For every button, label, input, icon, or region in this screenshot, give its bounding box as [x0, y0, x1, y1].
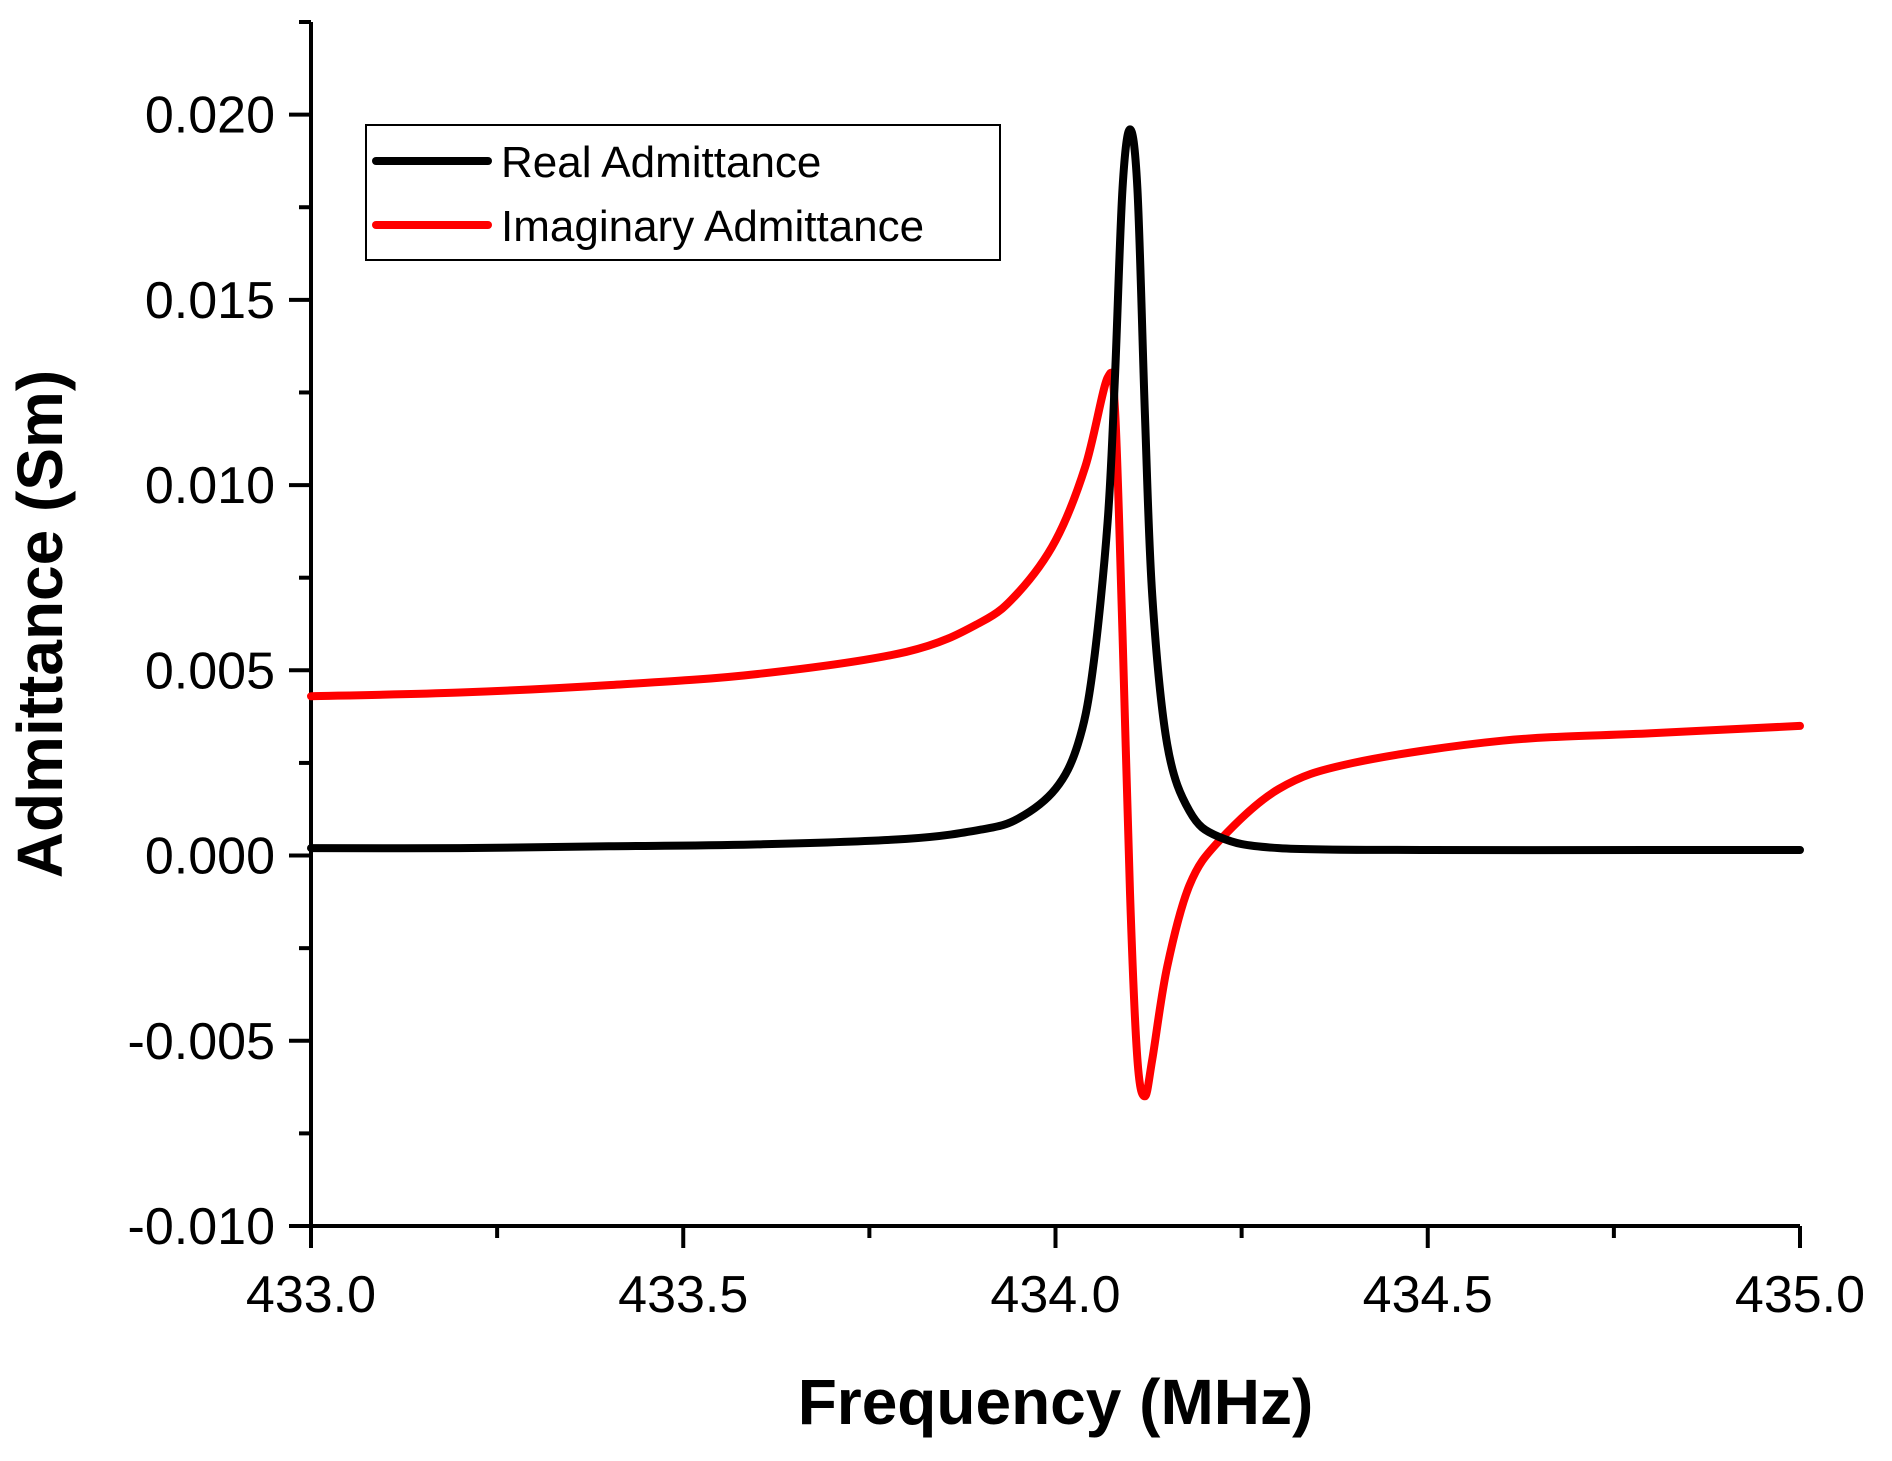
x-axis-title: Frequency (MHz): [798, 1366, 1314, 1438]
y-tick-label: 0.005: [145, 642, 275, 700]
legend-box: [365, 124, 1001, 261]
x-tick-label: 434.0: [990, 1266, 1120, 1324]
x-tick-label: 435.0: [1735, 1266, 1865, 1324]
series-layer: [307, 125, 1804, 1101]
series-line-imaginary-admittance: [307, 368, 1804, 1101]
x-tick-label: 433.0: [246, 1266, 376, 1324]
y-tick-label: 0.000: [145, 828, 275, 886]
y-tick-label: 0.020: [145, 87, 275, 145]
legend-label-imaginary-admittance: Imaginary Admittance: [501, 202, 924, 251]
x-tick-label: 434.5: [1363, 1266, 1493, 1324]
series-line-real-admittance: [307, 125, 1804, 855]
axes-layer: 433.0 433.5 434.0 434.5 435.0 -0.010 -0.005 0.0…: [128, 20, 1865, 1324]
y-tick-label: 0.010: [145, 457, 275, 515]
y-axis-title: Admittance (Sm): [4, 370, 76, 879]
x-tick-label: 433.5: [618, 1266, 748, 1324]
y-tick-label: -0.010: [128, 1198, 275, 1256]
legend-layer: Real Admittance Imaginary Admittance: [365, 124, 1001, 261]
legend-label-real-admittance: Real Admittance: [501, 138, 821, 187]
y-tick-label: 0.015: [145, 272, 275, 330]
y-tick-label: -0.005: [128, 1013, 275, 1071]
